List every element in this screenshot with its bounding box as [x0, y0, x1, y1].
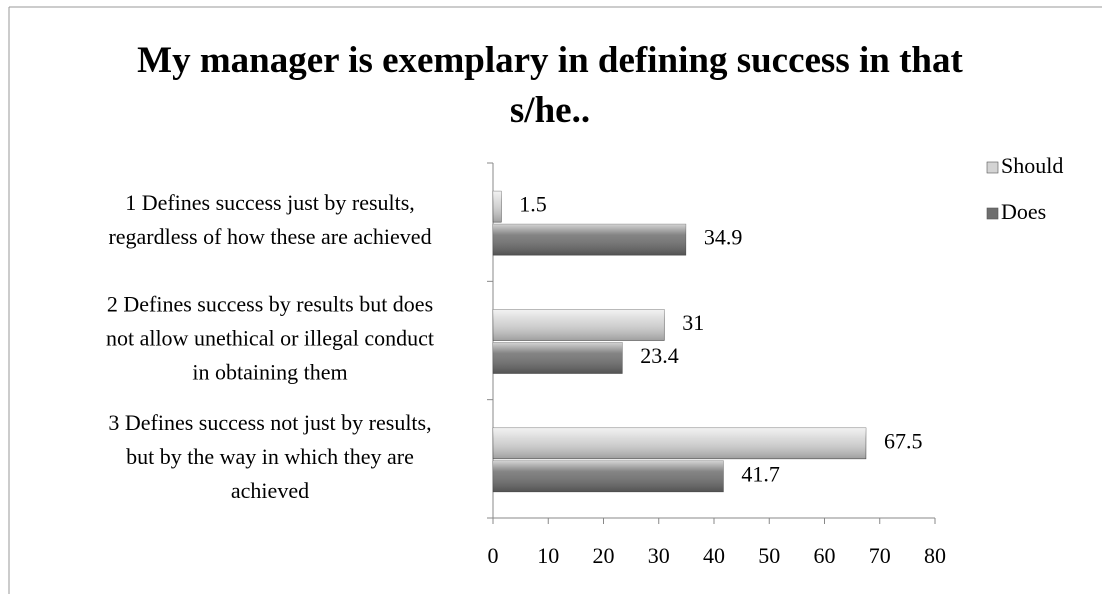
x-tick-label: 30	[648, 543, 670, 568]
category-label: achieved	[231, 478, 309, 503]
bar-shine	[493, 309, 665, 341]
bar-shine	[493, 427, 866, 459]
x-tick-label: 0	[488, 543, 499, 568]
category-label: but by the way in which they are	[126, 444, 414, 469]
category-label: 3 Defines success not just by results,	[108, 410, 431, 435]
data-label: 41.7	[741, 461, 780, 486]
legend-label: Does	[1001, 199, 1046, 224]
data-label: 31	[682, 310, 704, 335]
bar-shine	[493, 191, 502, 223]
legend-swatch	[986, 207, 999, 220]
x-tick-label: 40	[703, 543, 725, 568]
bar-shine	[493, 224, 686, 256]
legend-label: Should	[1001, 153, 1063, 178]
category-label: not allow unethical or illegal conduct	[106, 326, 434, 351]
category-label: 1 Defines success just by results,	[125, 190, 415, 215]
category-label: regardless of how these are achieved	[108, 224, 431, 249]
x-tick-label: 60	[814, 543, 836, 568]
data-label: 23.4	[640, 343, 679, 368]
data-label: 67.5	[884, 428, 923, 453]
x-tick-label: 50	[758, 543, 780, 568]
category-label: 2 Defines success by results but does	[107, 292, 433, 317]
x-tick-label: 10	[537, 543, 559, 568]
data-label: 34.9	[704, 225, 743, 250]
chart-title: My manager is exemplary in defining succ…	[137, 40, 963, 131]
legend-swatch	[986, 161, 999, 174]
bar-shine	[493, 460, 724, 492]
data-label: 1.5	[519, 192, 547, 217]
x-tick-label: 20	[593, 543, 615, 568]
x-tick-label: 70	[869, 543, 891, 568]
bar-shine	[493, 342, 623, 374]
x-tick-label: 80	[924, 543, 946, 568]
category-label: in obtaining them	[192, 360, 347, 385]
